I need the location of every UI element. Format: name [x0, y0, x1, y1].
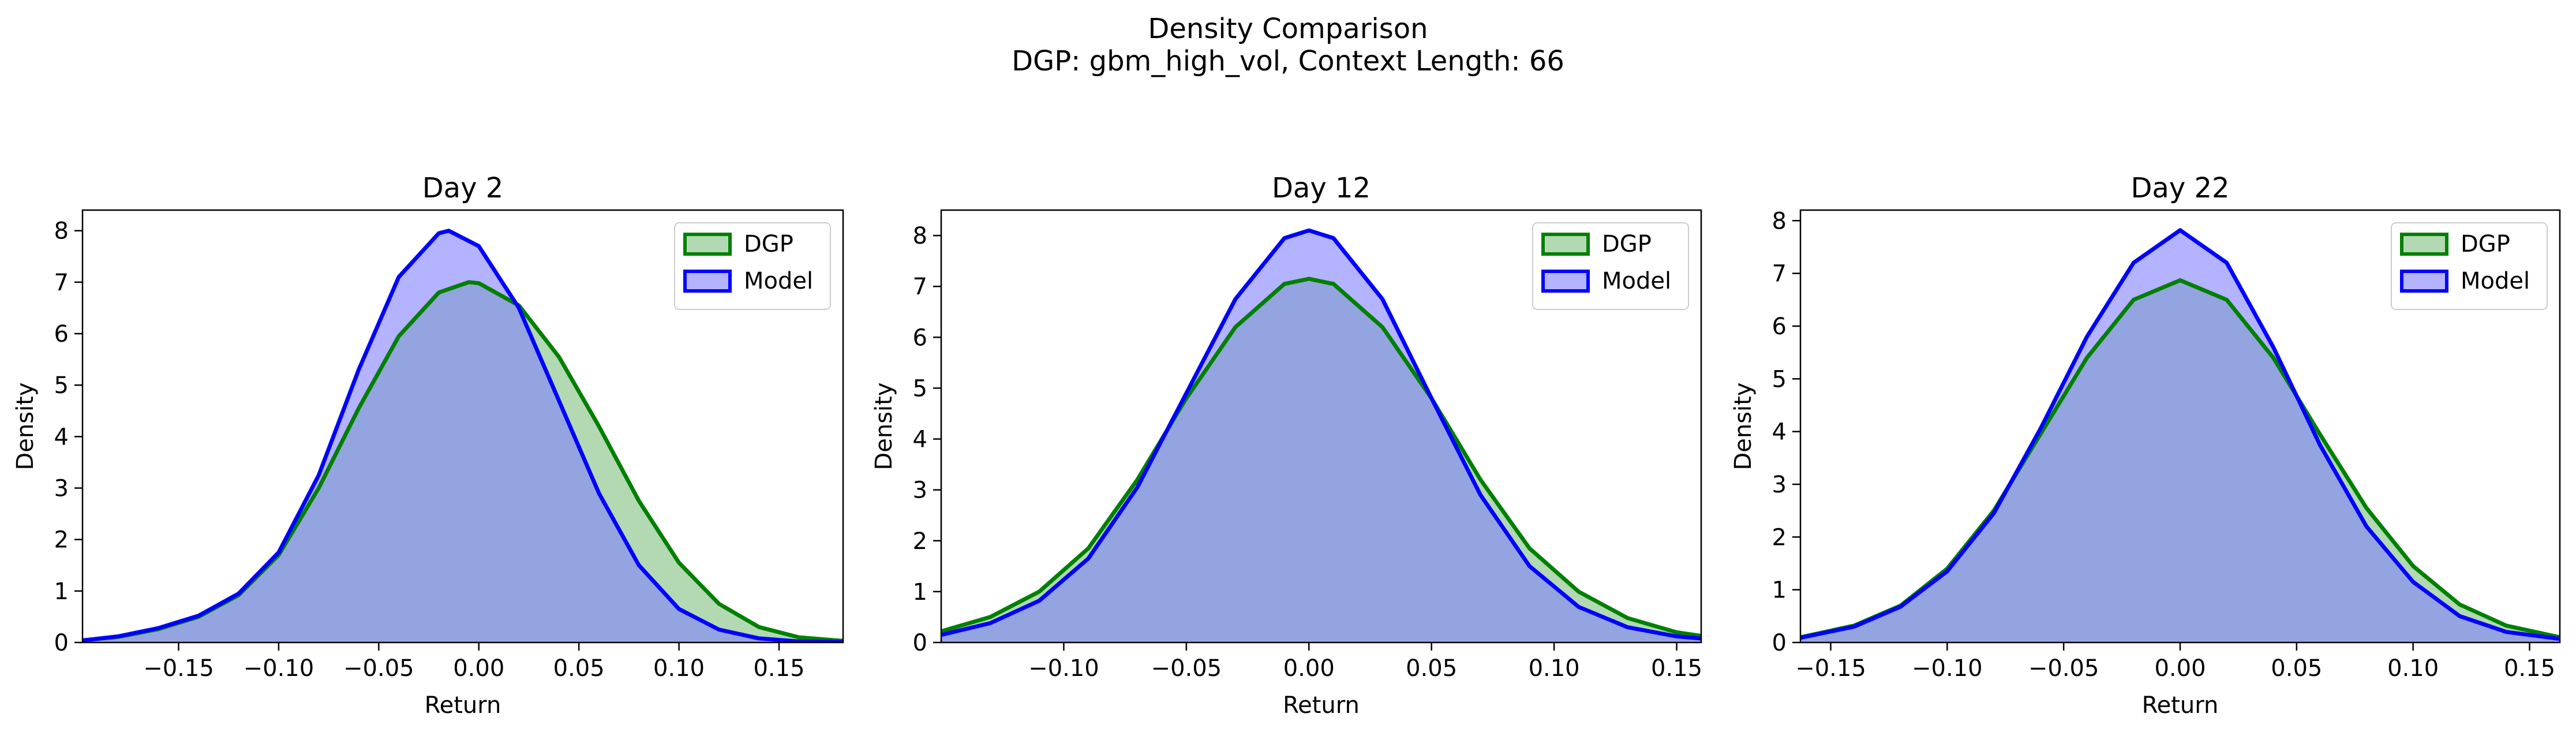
y-tick-label: 3	[1772, 472, 1787, 498]
y-tick-label: 7	[1772, 261, 1787, 287]
x-axis-label: Return	[2142, 692, 2219, 719]
x-tick-label: −0.15	[143, 655, 214, 682]
panel-2: −0.10 −0.05 0.00 0.05 0.10 0.15 0 1 2 3 4 5 6 7 8 Day 1…	[871, 172, 1702, 719]
y-tick-label: 8	[913, 223, 927, 249]
x-tick-label: 0.15	[2504, 655, 2555, 682]
model-density-line	[941, 228, 1701, 641]
model-density-fill	[941, 230, 1701, 642]
legend-label-dgp: DGP	[1602, 231, 1652, 257]
y-tick-label: 5	[913, 375, 927, 402]
legend: DGP Model	[1532, 222, 1689, 310]
x-tick-label: 0.05	[553, 655, 605, 682]
y-tick-label: 1	[1772, 577, 1787, 604]
x-tick-label: 0.10	[1529, 655, 1580, 682]
x-axis-label: Return	[1283, 692, 1360, 719]
x-tick-label: 0.00	[2154, 655, 2206, 682]
figure-subtitle: DGP: gbm_high_vol, Context Length: 66	[1012, 45, 1564, 77]
y-tick-label: 3	[913, 477, 927, 504]
plot-area	[83, 229, 843, 642]
dgp-density-line	[941, 277, 1701, 638]
x-tick-label: 0.05	[2271, 655, 2322, 682]
legend-label-model: Model	[1602, 268, 1671, 294]
panels-group: −0.15 −0.10 −0.05 0.00 0.05 0.10 0.15 0 1 2 3 4 5 6 7 8…	[12, 172, 2561, 719]
y-tick-label: 2	[913, 528, 927, 555]
legend-swatch-dgp	[683, 233, 732, 256]
x-tick-label: 0.15	[753, 655, 804, 682]
y-tick-label: 7	[913, 274, 927, 300]
y-axis-label: Density	[871, 382, 897, 470]
y-tick-label: 8	[54, 218, 69, 245]
model-density-line	[83, 229, 843, 642]
y-tick-label: 0	[1772, 630, 1787, 656]
y-tick-label: 2	[54, 527, 69, 554]
y-tick-label: 6	[1772, 313, 1787, 340]
y-tick-label: 4	[54, 424, 69, 450]
x-tick-label: −0.05	[343, 655, 414, 682]
legend-swatch-model	[2400, 270, 2448, 293]
x-tick-label: 0.00	[1283, 655, 1335, 682]
legend-swatch-model	[1541, 270, 1590, 293]
y-axis-label: Density	[12, 382, 39, 470]
y-tick-label: 1	[913, 579, 927, 606]
legend: DGP Model	[2391, 222, 2548, 310]
legend-swatch-model	[683, 270, 732, 293]
y-tick-label: 2	[1772, 524, 1787, 551]
x-tick-label: 0.15	[1651, 655, 1702, 682]
legend-swatch-dgp	[2400, 233, 2448, 256]
y-tick-label: 5	[1772, 366, 1787, 393]
y-tick-label: 5	[54, 372, 69, 399]
legend: DGP Model	[674, 222, 831, 310]
figure-title: Density Comparison	[1148, 13, 1428, 45]
x-tick-label: −0.10	[244, 655, 314, 682]
y-tick-label: 0	[913, 630, 927, 656]
axes-frame	[940, 209, 1702, 644]
legend-label-model: Model	[2461, 268, 2530, 294]
y-tick-label: 6	[54, 321, 69, 348]
x-tick-label: −0.10	[1028, 655, 1099, 682]
model-density-fill	[1800, 230, 2560, 642]
y-tick-label: 8	[1772, 208, 1787, 234]
x-tick-label: −0.10	[1912, 655, 1983, 682]
x-axis-label: Return	[425, 692, 501, 719]
plot-area	[941, 228, 1701, 642]
y-tick-label: 1	[54, 578, 69, 605]
panel-1: −0.15 −0.10 −0.05 0.00 0.05 0.10 0.15 0 1 2 3 4 5 6 7 8…	[12, 172, 844, 719]
plot-area	[1800, 228, 2560, 642]
y-axis-label: Density	[1730, 382, 1757, 470]
y-tick-label: 4	[913, 427, 927, 453]
x-tick-label: 0.10	[2387, 655, 2439, 682]
model-density-line	[1800, 228, 2560, 641]
x-tick-label: −0.05	[2028, 655, 2099, 682]
model-density-fill	[83, 230, 843, 642]
y-tick-label: 0	[54, 630, 69, 656]
y-tick-label: 4	[1772, 419, 1787, 446]
legend-label-dgp: DGP	[744, 231, 793, 257]
panel-title: Day 2	[422, 172, 504, 204]
y-tick-label: 3	[54, 476, 69, 502]
x-tick-label: −0.15	[1795, 655, 1866, 682]
legend-label-model: Model	[744, 268, 813, 294]
x-tick-label: 0.00	[453, 655, 504, 682]
panel-3: −0.15 −0.10 −0.05 0.00 0.05 0.10 0.15 0 1 2 3 4 5 6 7 8…	[1730, 172, 2561, 719]
legend-swatch-dgp	[1541, 233, 1590, 256]
x-tick-label: 0.10	[653, 655, 705, 682]
axes-frame	[81, 209, 844, 644]
y-tick-label: 6	[913, 324, 927, 351]
panel-title: Day 12	[1272, 172, 1371, 204]
x-tick-label: −0.05	[1151, 655, 1222, 682]
y-tick-label: 7	[54, 270, 69, 296]
legend-label-dgp: DGP	[2461, 231, 2510, 257]
x-tick-label: 0.05	[1406, 655, 1457, 682]
panel-title: Day 22	[2131, 172, 2229, 204]
